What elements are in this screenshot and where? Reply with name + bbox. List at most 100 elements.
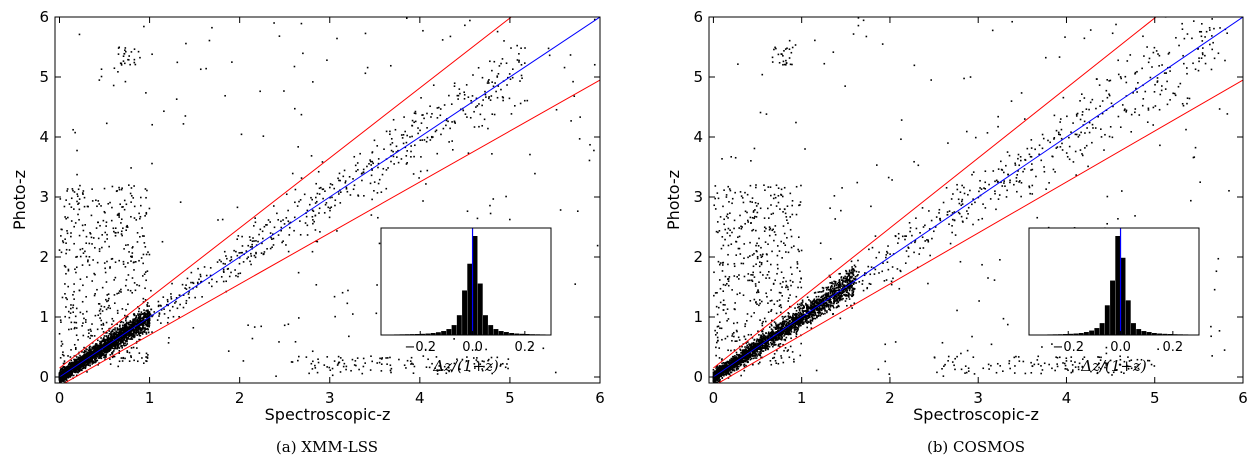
data-point [117,343,120,346]
data-point [262,135,265,137]
inset-x-axis-label: Δz/(1+z) [432,357,499,375]
data-point [497,72,500,75]
data-point [67,365,70,367]
data-point [306,224,309,227]
data-point [318,193,321,195]
data-point [118,214,120,216]
data-point [373,139,376,142]
data-point [400,158,403,160]
data-point [127,332,130,335]
data-point [150,289,152,292]
data-point [291,172,294,175]
data-point [188,286,191,289]
data-point [130,167,132,169]
data-point [487,80,489,83]
data-point [125,344,127,346]
outlier-boundary-line [63,79,600,383]
data-point [127,338,130,340]
data-point [105,353,107,356]
data-point [409,360,412,362]
data-point [280,220,282,223]
data-point [796,313,798,315]
data-point [98,250,101,253]
data-point [92,237,95,239]
data-point [66,188,69,190]
data-point [121,345,124,347]
data-point [144,215,146,217]
data-point [63,378,66,381]
data-point [72,189,74,192]
data-point [75,369,77,372]
data-point [316,192,319,195]
data-point [851,275,853,278]
data-point [92,351,95,354]
data-point [548,54,551,57]
data-point [61,377,64,380]
data-point [99,355,101,357]
data-point [457,94,460,97]
data-point [481,360,484,362]
data-point [133,318,135,321]
data-point [124,325,127,327]
data-point [502,99,504,102]
data-point [796,330,799,332]
data-point [434,367,436,370]
data-point [443,365,446,368]
data-point [128,360,131,362]
data-point [182,123,185,125]
data-point [145,213,148,215]
data-point [94,273,96,276]
data-point [87,260,89,263]
data-point [126,343,129,345]
data-point [419,170,422,173]
data-point [67,369,70,372]
data-point [127,289,129,291]
data-point [64,381,66,383]
data-point [822,313,825,315]
data-point [85,363,88,366]
data-point [140,311,143,313]
data-point [132,334,135,336]
data-point [101,246,103,249]
data-point [149,313,152,315]
data-point [297,271,300,274]
data-point [351,358,354,361]
data-point [78,218,80,221]
data-point [523,99,526,102]
data-point [82,284,84,287]
data-point [103,210,106,213]
data-point [130,334,133,337]
data-point [784,333,786,336]
data-point [118,352,121,354]
data-point [81,351,83,353]
data-point [116,312,119,314]
data-point [82,364,85,366]
data-point [112,351,114,353]
data-point [83,317,85,320]
data-point [163,308,165,310]
data-point [370,174,373,177]
data-point [119,329,121,331]
data-point [122,260,125,263]
data-point [85,242,88,244]
data-point [208,282,210,284]
data-point [84,354,86,357]
data-point [848,278,851,280]
data-point [59,371,62,374]
data-point [120,339,122,342]
data-point [112,84,115,87]
data-point [105,352,108,354]
data-point [270,236,272,239]
data-point [119,321,122,324]
data-point [430,116,432,118]
data-point [787,312,790,314]
x-tick-label: 2 [235,389,245,407]
data-point [123,52,126,55]
data-point [315,284,318,286]
data-point [346,302,349,305]
data-point [313,220,316,223]
data-point [209,267,212,269]
data-point [146,302,149,304]
data-point [578,138,581,140]
data-point [99,356,102,358]
